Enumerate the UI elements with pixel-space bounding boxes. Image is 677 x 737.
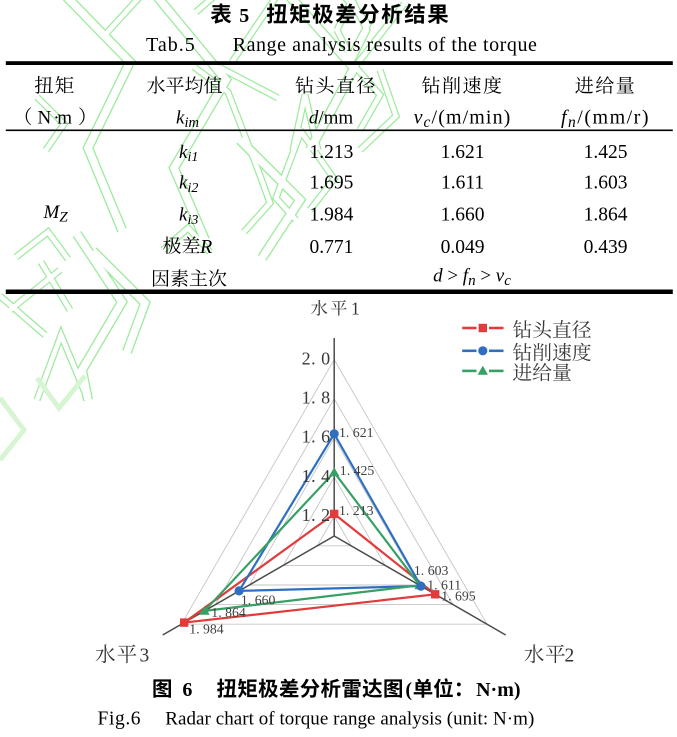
svg-text:5: 5	[239, 5, 249, 27]
svg-text:1. 8: 1. 8	[302, 388, 331, 408]
svg-text:1.695: 1.695	[309, 173, 353, 194]
svg-text:N: N	[38, 108, 52, 129]
svg-text:1.660: 1.660	[441, 205, 485, 226]
svg-text:1. 213: 1. 213	[339, 503, 374, 518]
svg-text:1. 695: 1. 695	[441, 589, 476, 604]
svg-text:1. 621: 1. 621	[339, 425, 374, 440]
svg-text:1. 425: 1. 425	[340, 463, 375, 478]
svg-text:vc/(m/min): vc/(m/min)	[414, 107, 512, 131]
svg-text:0.771: 0.771	[309, 237, 353, 258]
svg-text:(: (	[405, 679, 412, 701]
svg-text:R: R	[199, 236, 212, 258]
svg-text:d/mm: d/mm	[309, 108, 354, 129]
svg-text:1.621: 1.621	[441, 142, 485, 163]
svg-text:1.611: 1.611	[441, 173, 484, 194]
svg-text:1.213: 1.213	[309, 142, 353, 163]
svg-text:1. 864: 1. 864	[211, 605, 246, 620]
svg-text:d > fn > vc: d > fn > vc	[433, 266, 511, 289]
svg-text:2. 0: 2. 0	[302, 348, 331, 368]
svg-text:1: 1	[351, 298, 360, 318]
svg-text:m: m	[57, 108, 72, 129]
svg-text:1.864: 1.864	[584, 205, 628, 226]
svg-text:1.425: 1.425	[584, 142, 628, 163]
svg-text:6: 6	[182, 679, 192, 701]
svg-text:0.049: 0.049	[441, 237, 485, 258]
svg-text:Tab.5: Tab.5	[146, 34, 196, 56]
svg-text:0.439: 0.439	[584, 237, 628, 258]
svg-text:Fig.6: Fig.6	[98, 709, 142, 730]
svg-text:1. 984: 1. 984	[189, 621, 224, 636]
svg-text:1. 611: 1. 611	[427, 578, 461, 593]
svg-text:2: 2	[565, 646, 575, 667]
svg-text:N·m): N·m)	[476, 679, 520, 701]
svg-text:1. 660: 1. 660	[241, 593, 276, 608]
svg-text:Range analysis results of the: Range analysis results of the torque	[233, 34, 538, 56]
svg-text:3: 3	[140, 646, 150, 667]
svg-text:1. 2: 1. 2	[302, 505, 331, 525]
svg-text:1.603: 1.603	[584, 173, 628, 194]
svg-text:MZ: MZ	[43, 202, 69, 225]
svg-text:kim: kim	[176, 108, 199, 131]
svg-text:Radar chart of torque range an: Radar chart of torque range analysis (un…	[165, 709, 534, 730]
svg-text:ki2: ki2	[179, 173, 198, 196]
svg-text:·: ·	[53, 108, 59, 129]
svg-text:1.984: 1.984	[309, 205, 353, 226]
svg-text:1. 603: 1. 603	[414, 563, 449, 578]
svg-text:fn/(mm/r): fn/(mm/r)	[561, 107, 650, 131]
svg-text:1. 6: 1. 6	[302, 427, 331, 447]
svg-text:1. 4: 1. 4	[302, 466, 331, 486]
